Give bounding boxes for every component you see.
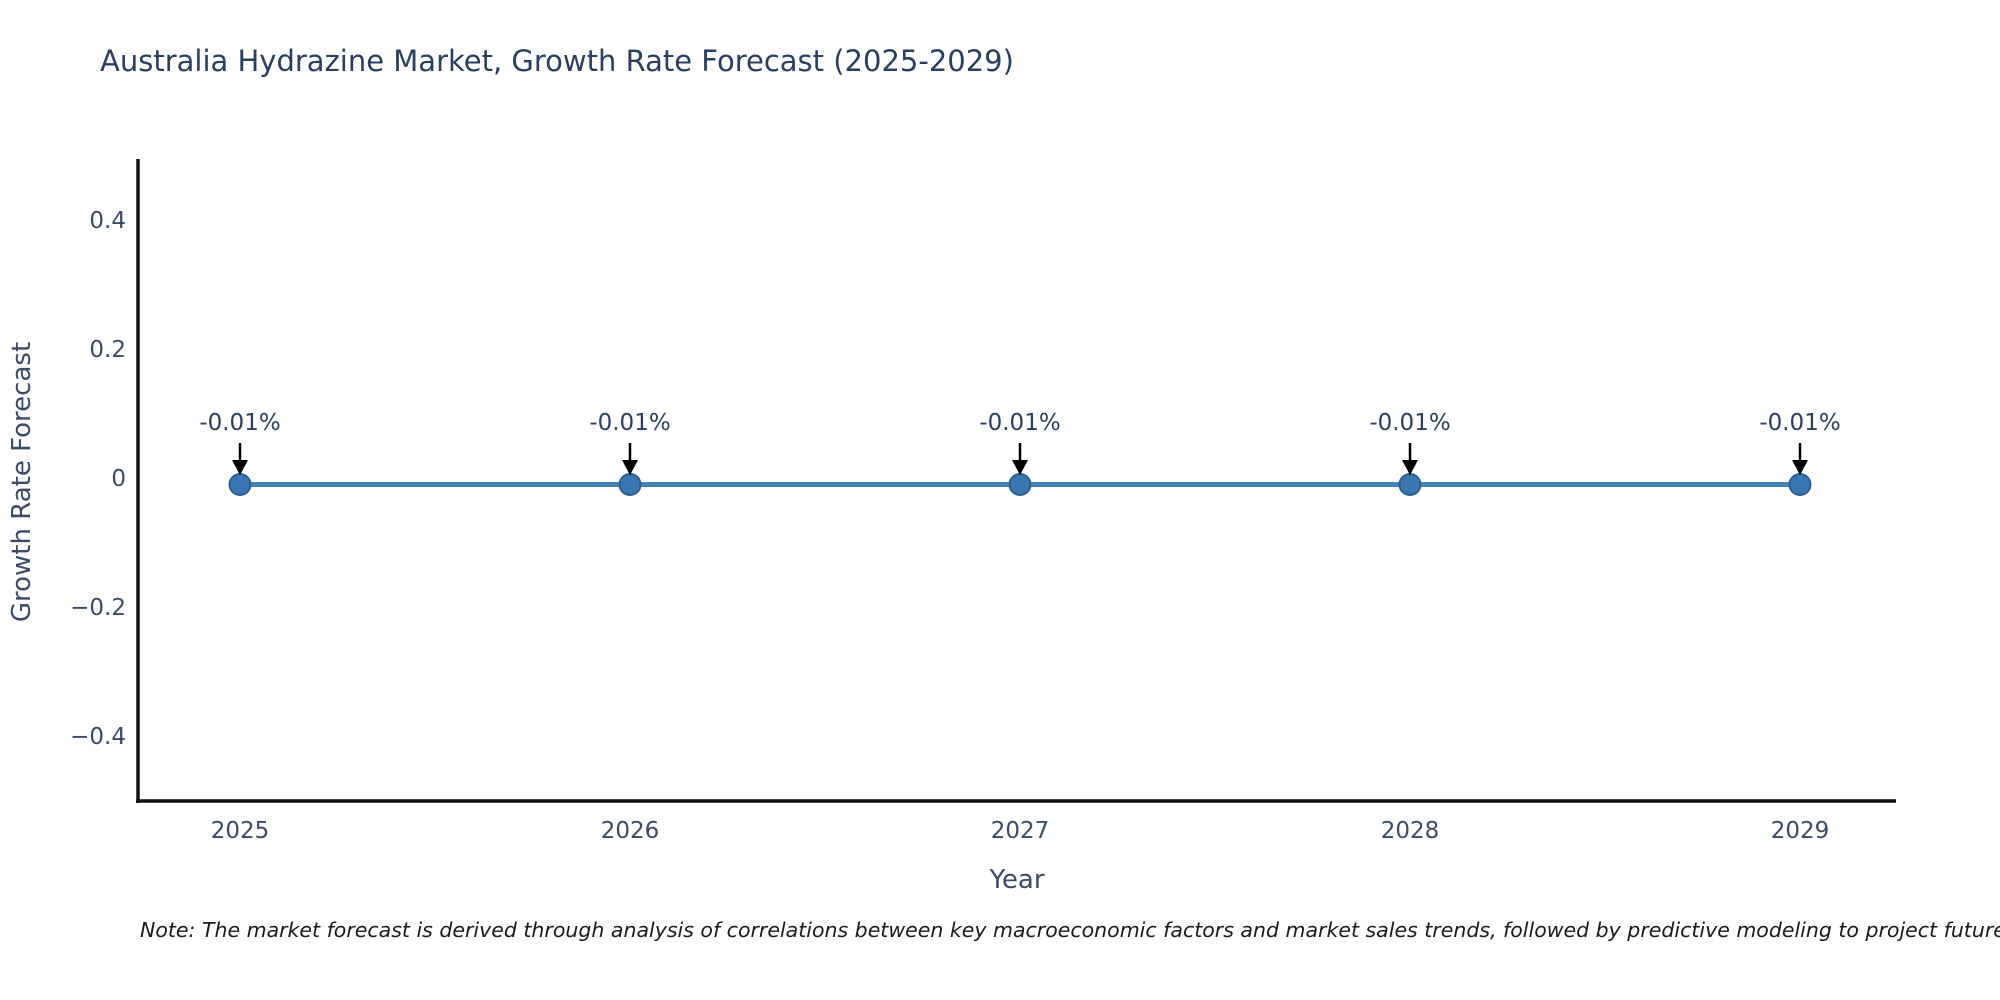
y-tick-label: 0.4	[89, 208, 126, 234]
x-tick-label: 2029	[1771, 818, 1830, 844]
annotation-label: -0.01%	[589, 410, 670, 436]
annotation-arrow-head	[1012, 459, 1028, 475]
annotation-arrow-head	[1792, 459, 1808, 475]
annotation-label: -0.01%	[979, 410, 1060, 436]
data-point-marker	[618, 472, 642, 496]
y-tick-label: −0.2	[70, 595, 126, 621]
x-tick-label: 2026	[601, 818, 660, 844]
y-tick-label: −0.4	[70, 724, 126, 750]
footnote: Note: The market forecast is derived thr…	[140, 918, 2000, 942]
annotation-arrow-head	[1402, 459, 1418, 475]
annotation-arrow-head	[622, 459, 638, 475]
annotation-label: -0.01%	[1759, 410, 1840, 436]
data-point-marker	[1008, 472, 1032, 496]
data-point-marker	[1788, 472, 1812, 496]
x-tick-label: 2025	[211, 818, 270, 844]
annotation-label: -0.01%	[1369, 410, 1450, 436]
y-axis-ticks: 0.4 0.2 0 −0.2 −0.4	[70, 208, 126, 750]
y-tick-label: 0.2	[89, 337, 126, 363]
x-tick-label: 2028	[1381, 818, 1440, 844]
annotation-label: -0.01%	[199, 410, 280, 436]
x-tick-label: 2027	[991, 818, 1050, 844]
data-point-marker	[228, 472, 252, 496]
chart-title: Australia Hydrazine Market, Growth Rate …	[100, 44, 1014, 78]
x-axis-ticks: 2025 2026 2027 2028 2029	[211, 818, 1830, 844]
point-annotations: -0.01% -0.01% -0.01% -0.01% -0.01%	[199, 410, 1841, 475]
annotation-arrow-head	[232, 459, 248, 475]
y-tick-label: 0	[111, 466, 126, 492]
data-point-marker	[1398, 472, 1422, 496]
x-axis-title: Year	[988, 865, 1044, 895]
line-chart: 0.4 0.2 0 −0.2 −0.4 2025 2026 2027 2028 2029 -0.…	[7, 159, 1896, 895]
data-series	[228, 472, 1812, 496]
y-axis-title: Growth Rate Forecast	[7, 342, 37, 622]
